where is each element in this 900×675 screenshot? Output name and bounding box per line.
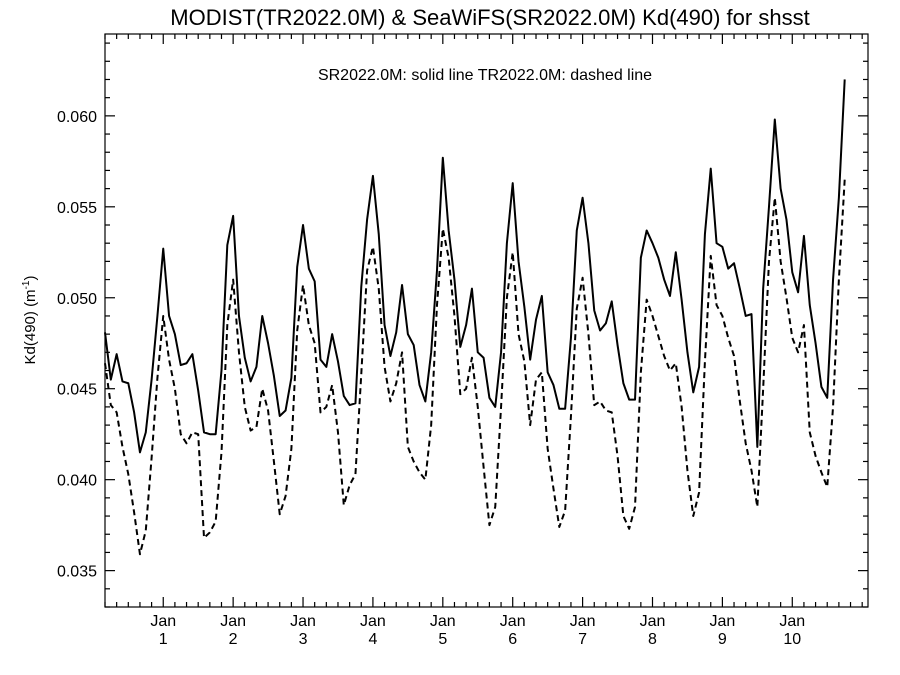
x-tick-label-month: Jan [570, 613, 596, 630]
y-tick-label: 0.055 [57, 200, 97, 217]
x-tick-label-number: 6 [508, 631, 517, 648]
chart-annotation: SR2022.0M: solid line TR2022.0M: dashed … [318, 67, 652, 84]
x-tick-label-number: 7 [578, 631, 587, 648]
x-tick-label-month: Jan [360, 613, 386, 630]
x-tick-label-number: 4 [368, 631, 377, 648]
x-tick-label-month: Jan [150, 613, 176, 630]
plot-frame [104, 33, 869, 608]
x-tick-label-month: Jan [779, 613, 805, 630]
x-tick-label-number: 2 [229, 631, 238, 648]
x-tick-label-month: Jan [430, 613, 456, 630]
y-axis-ticks: 0.035 0.040 0.045 0.050 0.055 0.060 [57, 42, 868, 608]
y-tick-label: 0.050 [57, 291, 97, 308]
x-tick-label-month: Jan [220, 613, 246, 630]
y-tick-label: 0.060 [57, 109, 97, 126]
x-tick-label-number: 9 [718, 631, 727, 648]
x-tick-label-month: Jan [709, 613, 735, 630]
x-tick-label-number: 3 [299, 631, 308, 648]
y-axis-label: Kd(490) (m-1) [21, 276, 39, 365]
y-axis-label-main: Kd(490) (m [22, 289, 39, 364]
x-tick-label-month: Jan [500, 613, 526, 630]
series-line-solid [104, 79, 846, 454]
x-axis-ticks: Jan1Jan2Jan3Jan4Jan5Jan6Jan7Jan8Jan9Jan1… [104, 34, 863, 648]
y-axis-label-close: ) [22, 276, 39, 281]
x-tick-label-number: 8 [648, 631, 657, 648]
series-group [104, 79, 846, 556]
y-tick-label: 0.045 [57, 382, 97, 399]
x-tick-label-month: Jan [290, 613, 316, 630]
y-axis-label-sup: -1 [21, 280, 32, 289]
y-tick-label: 0.040 [57, 473, 97, 490]
series-line-dashed [104, 179, 846, 556]
x-tick-label-month: Jan [640, 613, 666, 630]
x-tick-label-number: 10 [783, 631, 801, 648]
x-tick-label-number: 5 [438, 631, 447, 648]
x-tick-label-number: 1 [159, 631, 168, 648]
y-tick-label: 0.035 [57, 564, 97, 581]
chart-title: MODIST(TR2022.0M) & SeaWiFS(SR2022.0M) K… [170, 5, 809, 30]
